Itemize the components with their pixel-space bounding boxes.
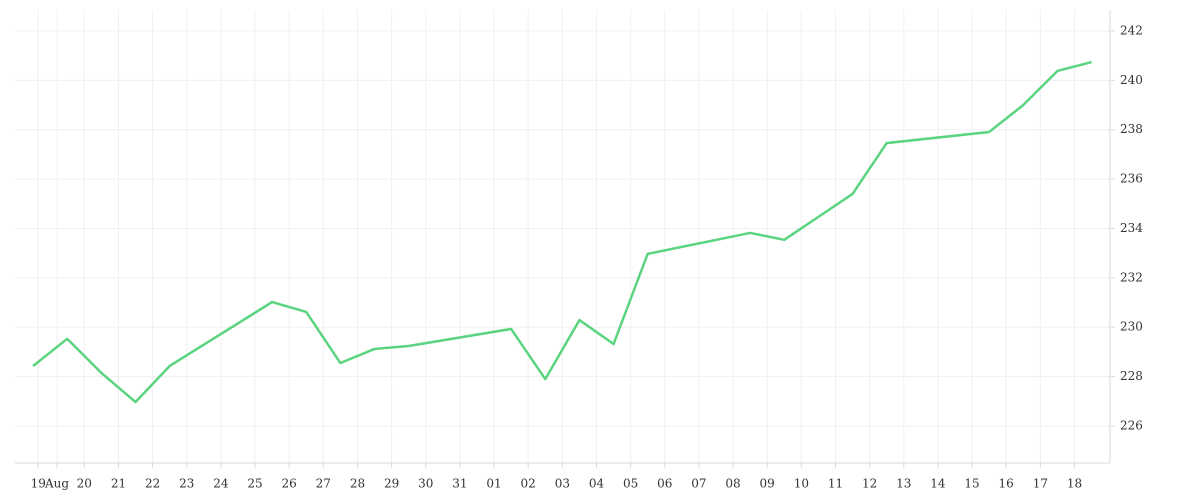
x-tick-label: 06 [657,477,672,491]
y-tick-label: 240 [1120,73,1143,87]
x-tick-label: 20 [77,477,92,491]
y-tick-label: 238 [1120,122,1143,136]
x-tick-label: 12 [862,477,877,491]
x-tick-label: 14 [930,477,946,491]
y-tick-label: 226 [1120,418,1143,432]
x-tick-label: 08 [725,477,740,491]
x-tick-label: 23 [179,477,194,491]
x-tick-label: 09 [760,477,775,491]
x-tick-label: 07 [691,477,706,491]
x-tick-label: 18 [1067,477,1082,491]
x-tick-label: 22 [145,477,160,491]
x-tick-label: 30 [418,477,433,491]
x-tick-label: 05 [623,477,638,491]
x-tick-label: 26 [282,477,297,491]
x-tick-label: 28 [350,477,365,491]
x-tick-label: 21 [111,477,126,491]
x-tick-label: 29 [384,477,399,491]
y-tick-label: 230 [1120,320,1143,334]
y-tick-label: 242 [1120,23,1143,37]
y-tick-label: 232 [1120,270,1143,284]
x-tick-label: 01 [486,477,501,491]
y-tick-label: 236 [1120,172,1143,186]
x-tick-label: 13 [896,477,911,491]
x-tick-label: 16 [999,477,1014,491]
y-tick-label: 228 [1120,369,1143,383]
x-tick-label: 24 [213,477,229,491]
x-tick-label: 27 [316,477,331,491]
x-tick-label: 11 [828,477,843,491]
x-tick-label: 04 [589,477,605,491]
x-tick-label: 15 [964,477,979,491]
x-tick-label: 25 [247,477,262,491]
x-tick-label: 03 [555,477,570,491]
x-tick-label: 10 [794,477,809,491]
x-tick-label: 19 [31,477,46,491]
x-tick-label: Aug [44,477,69,491]
y-tick-label: 234 [1120,221,1143,235]
x-tick-label: 02 [521,477,536,491]
x-tick-label: 17 [1033,477,1048,491]
x-tick-label: 31 [452,477,467,491]
line-series [32,60,1092,404]
